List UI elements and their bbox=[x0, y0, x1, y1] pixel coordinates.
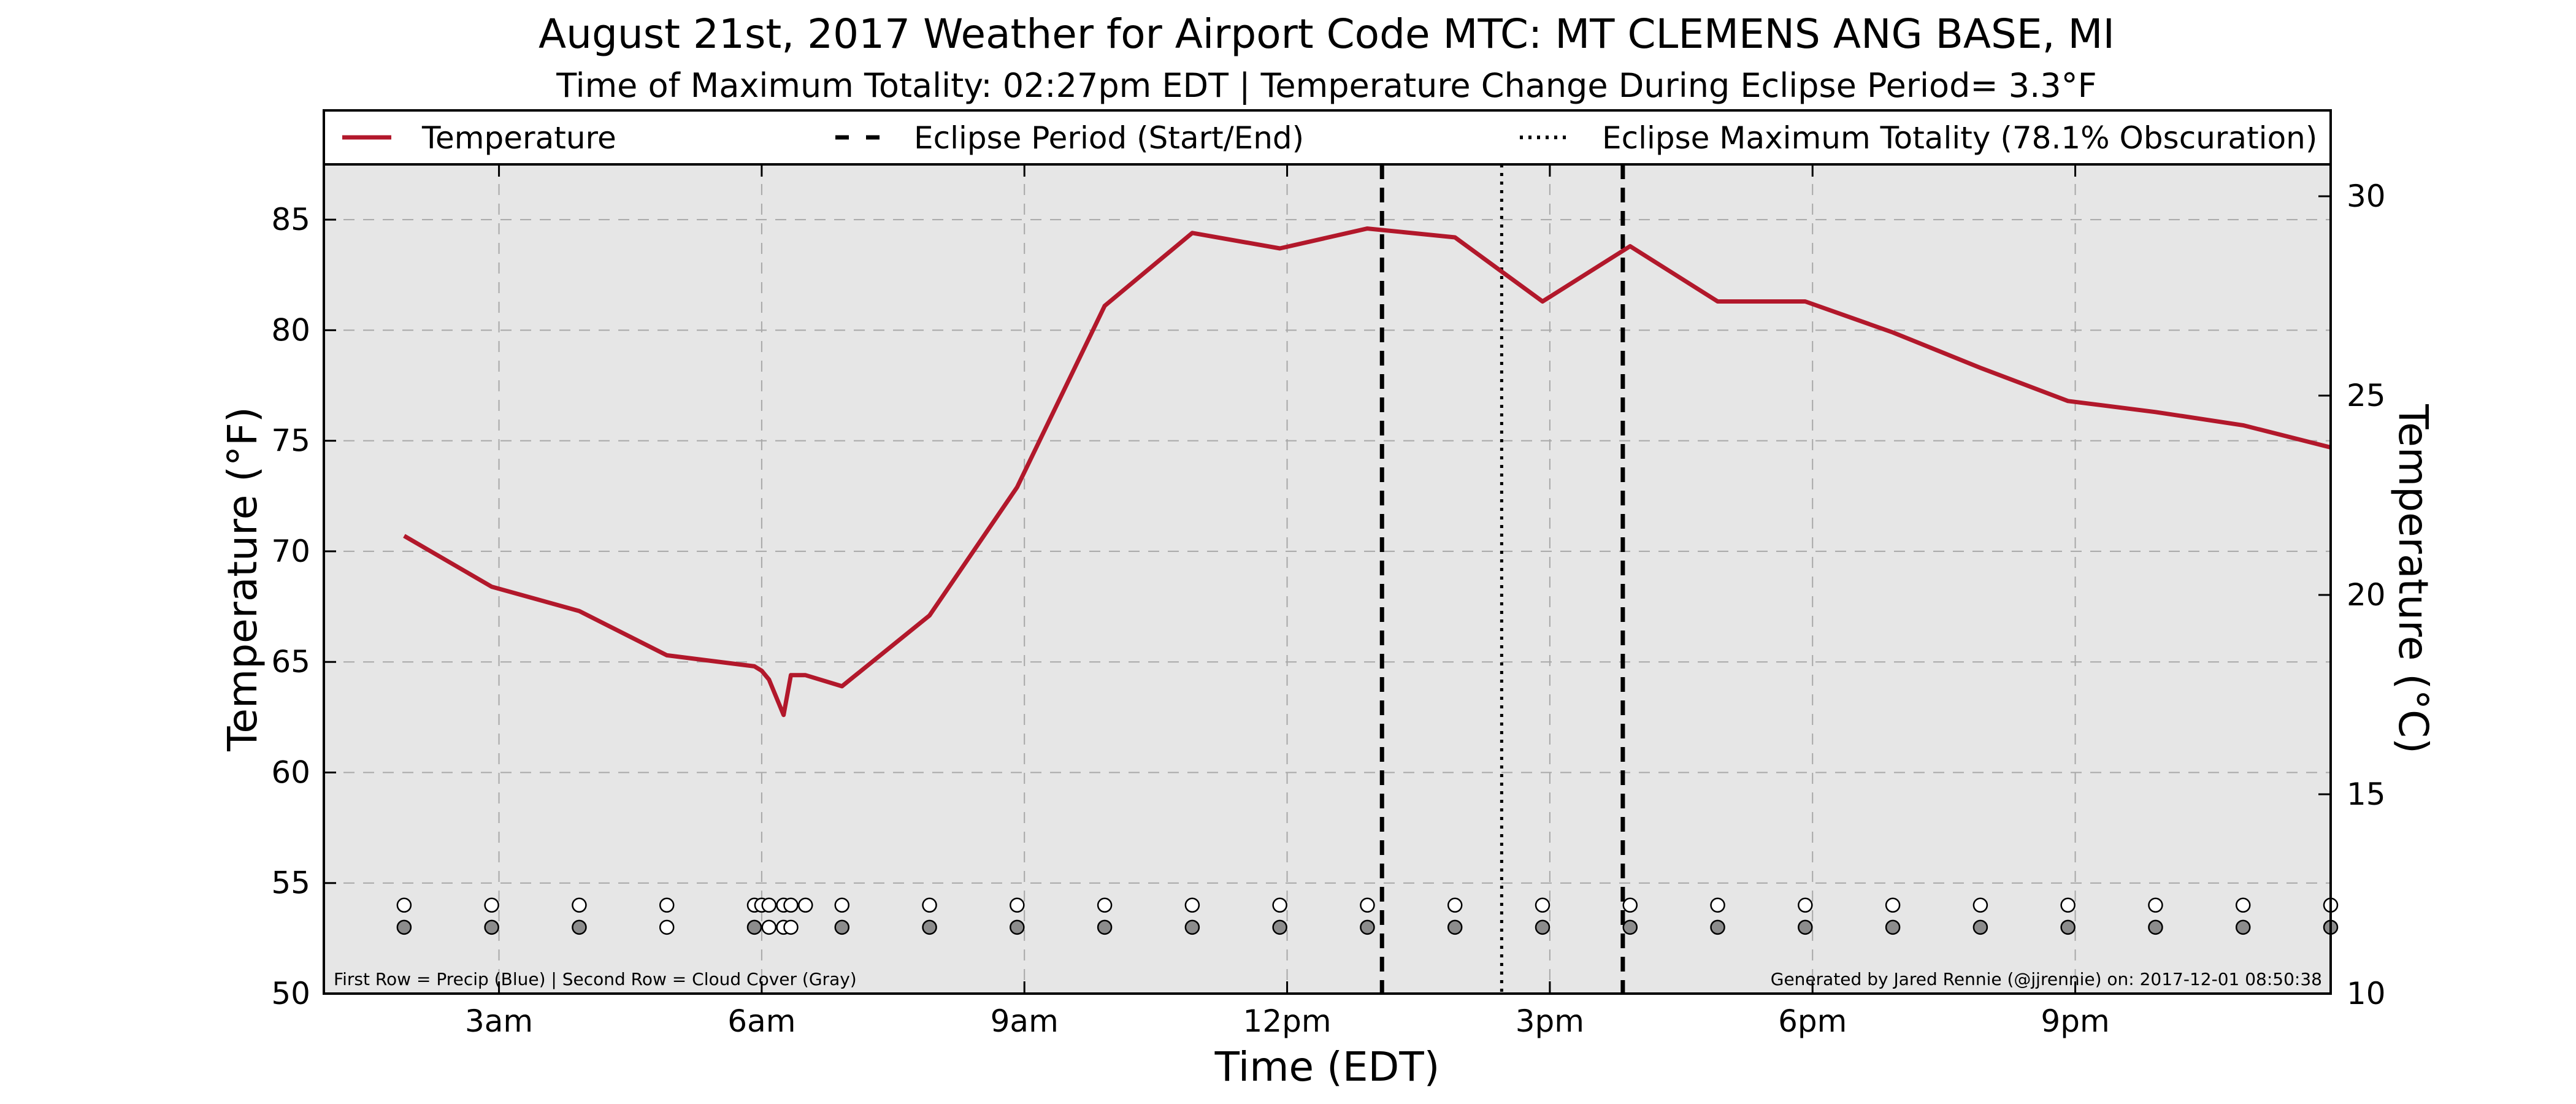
cloud-cover-marker bbox=[1710, 919, 1725, 935]
precip-marker bbox=[922, 897, 937, 913]
cloud-cover-marker bbox=[783, 919, 799, 935]
legend: Temperature Eclipse Period (Start/End) E… bbox=[323, 109, 2332, 166]
y2-axis-label: Temperature (°C) bbox=[2390, 404, 2437, 754]
precip-marker bbox=[834, 897, 850, 913]
cloud-cover-marker bbox=[1010, 919, 1025, 935]
cloud-cover-marker bbox=[922, 919, 937, 935]
precip-marker bbox=[1710, 897, 1725, 913]
y2-tick-label: 25 bbox=[2347, 378, 2386, 413]
cloud-cover-marker bbox=[659, 919, 675, 935]
cloud-cover-marker bbox=[2060, 919, 2076, 935]
precip-marker bbox=[783, 897, 799, 913]
axis-ticks: 3am 6am 9am 12pm 3pm 6pm 9pm 50 55 60 65 70 75 80 85 10… bbox=[271, 164, 2386, 1039]
cloud-cover-marker bbox=[761, 919, 777, 935]
cloud-cover-marker bbox=[1184, 919, 1200, 935]
y-tick-label: 55 bbox=[271, 865, 310, 901]
cloud-cover-marker bbox=[1272, 919, 1287, 935]
precip-marker bbox=[1097, 897, 1113, 913]
x-tick-label: 3am bbox=[465, 1003, 533, 1039]
y-tick-label: 65 bbox=[271, 644, 310, 680]
precip-marker bbox=[572, 897, 587, 913]
y2-tick-label: 10 bbox=[2347, 976, 2386, 1011]
cloud-cover-marker bbox=[1885, 919, 1901, 935]
precip-marker bbox=[1798, 897, 1813, 913]
cloud-cover-marker bbox=[746, 919, 762, 935]
precip-marker bbox=[2148, 897, 2163, 913]
cloud-cover-marker bbox=[484, 919, 499, 935]
cloud-cover-marker bbox=[396, 919, 412, 935]
precip-marker bbox=[1447, 897, 1463, 913]
precip-marker bbox=[1184, 897, 1200, 913]
station-markers bbox=[396, 897, 2339, 935]
legend-box bbox=[323, 109, 2332, 166]
plot-area bbox=[324, 164, 2331, 994]
precip-marker bbox=[761, 897, 777, 913]
y-tick-label: 70 bbox=[271, 534, 310, 569]
cloud-cover-marker bbox=[834, 919, 850, 935]
x-tick-label: 9pm bbox=[2041, 1003, 2109, 1039]
precip-marker bbox=[2235, 897, 2251, 913]
x-tick-label: 3pm bbox=[1516, 1003, 1584, 1039]
y2-tick-label: 15 bbox=[2347, 776, 2386, 812]
precip-marker bbox=[1535, 897, 1551, 913]
cloud-cover-marker bbox=[572, 919, 587, 935]
precip-marker bbox=[484, 897, 499, 913]
cloud-cover-marker bbox=[1622, 919, 1638, 935]
y-tick-label: 85 bbox=[271, 202, 310, 237]
cloud-cover-marker bbox=[1798, 919, 1813, 935]
cloud-cover-marker bbox=[1447, 919, 1463, 935]
x-tick-label: 9am bbox=[991, 1003, 1059, 1039]
legend-label-eclipse-period: Eclipse Period (Start/End) bbox=[914, 120, 1304, 156]
y-axis-label: Temperature (°F) bbox=[219, 407, 266, 752]
temperature-series bbox=[403, 226, 2331, 718]
cloud-cover-marker bbox=[1097, 919, 1113, 935]
y2-tick-label: 30 bbox=[2347, 178, 2386, 214]
cloud-cover-marker bbox=[1535, 919, 1551, 935]
cloud-cover-marker bbox=[1972, 919, 1988, 935]
chart-subtitle: Time of Maximum Totality: 02:27pm EDT | … bbox=[556, 66, 2096, 105]
cloud-cover-marker bbox=[1360, 919, 1375, 935]
cloud-cover-marker bbox=[2148, 919, 2163, 935]
footnote-credit: Generated by Jared Rennie (@jjrennie) on… bbox=[1771, 969, 2322, 989]
y-tick-label: 80 bbox=[271, 312, 310, 348]
x-axis-label: Time (EDT) bbox=[1214, 1043, 1440, 1091]
precip-marker bbox=[2060, 897, 2076, 913]
precip-marker bbox=[1972, 897, 1988, 913]
x-tick-label: 6pm bbox=[1778, 1003, 1847, 1039]
eclipse-lines bbox=[1379, 164, 1625, 994]
precip-marker bbox=[1272, 897, 1287, 913]
precip-marker bbox=[1622, 897, 1638, 913]
legend-label-eclipse-max: Eclipse Maximum Totality (78.1% Obscurat… bbox=[1602, 120, 2317, 156]
precip-marker bbox=[659, 897, 675, 913]
legend-label-temperature: Temperature bbox=[421, 120, 616, 156]
precip-marker bbox=[1885, 897, 1901, 913]
x-tick-label: 12pm bbox=[1243, 1003, 1332, 1039]
temperature-line bbox=[403, 226, 2331, 718]
precip-marker bbox=[1010, 897, 1025, 913]
y-tick-label: 75 bbox=[271, 423, 310, 459]
precip-marker bbox=[798, 897, 813, 913]
chart-title: August 21st, 2017 Weather for Airport Co… bbox=[539, 10, 2115, 58]
x-tick-label: 6am bbox=[727, 1003, 795, 1039]
precip-marker bbox=[396, 897, 412, 913]
y-tick-label: 50 bbox=[271, 976, 310, 1011]
y2-tick-label: 20 bbox=[2347, 577, 2386, 613]
precip-marker bbox=[1360, 897, 1375, 913]
y-tick-label: 60 bbox=[271, 754, 310, 790]
footnote-legend: First Row = Precip (Blue) | Second Row =… bbox=[334, 969, 857, 989]
cloud-cover-marker bbox=[2235, 919, 2251, 935]
